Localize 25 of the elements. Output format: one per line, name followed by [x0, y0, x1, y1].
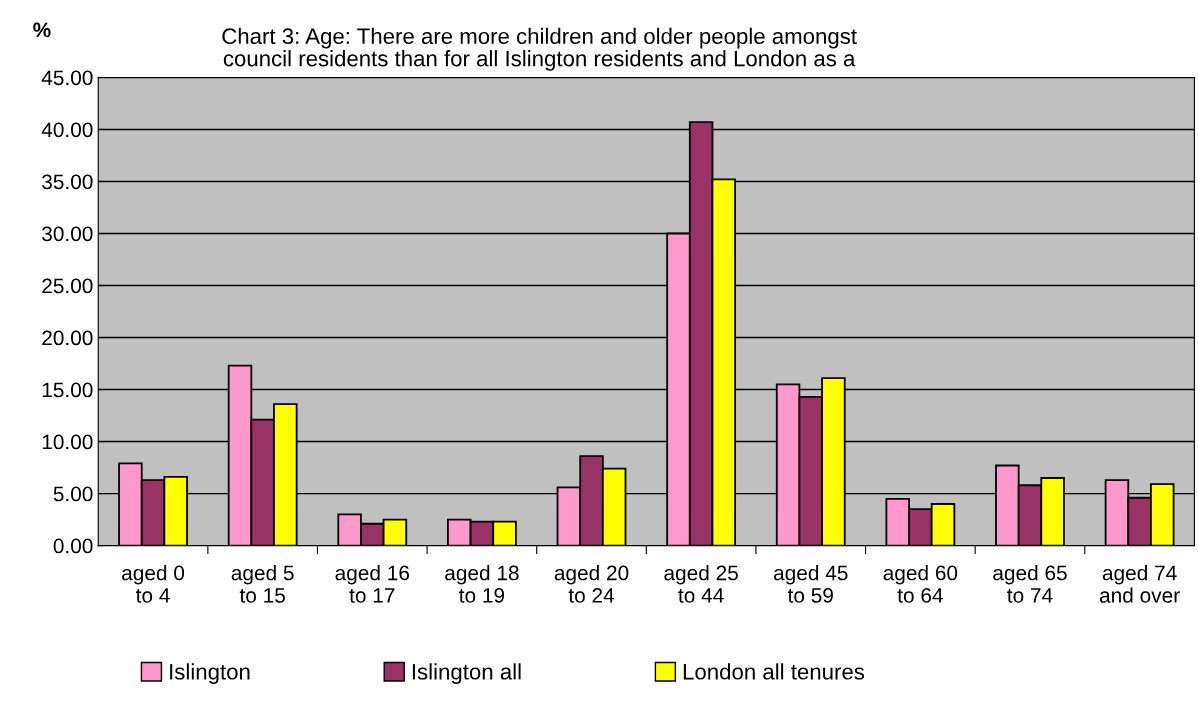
y-tick-label: 15.00 — [42, 382, 93, 398]
x-tick-label: aged 65 to 74 — [993, 565, 1067, 603]
y-tick-label: 30.00 — [42, 226, 93, 242]
legend-label: Islington — [170, 663, 250, 684]
x-tick-label: aged 5 to 15 — [231, 565, 294, 603]
chart-title: Chart 3: Age: There are more children and older people amongst council residents than for all Islington residents and London as a — [222, 27, 857, 71]
x-tick-label: aged 0 to 4 — [122, 565, 185, 603]
y-tick-label: 5.00 — [53, 486, 93, 502]
y-tick-label: 35.00 — [42, 174, 93, 190]
y-tick-label: 0.00 — [53, 538, 93, 554]
x-tick-label: aged 25 to 44 — [664, 565, 738, 603]
y-tick-label: 20.00 — [42, 330, 93, 346]
legend-label: London all tenures — [683, 663, 865, 680]
y-tick-label: 10.00 — [42, 434, 93, 450]
x-tick-label: aged 18 to 19 — [445, 565, 519, 603]
x-tick-label: aged 16 to 17 — [335, 565, 410, 603]
y-tick-label: 25.00 — [42, 278, 93, 294]
x-tick-label: aged 45 to 59 — [773, 565, 848, 603]
y-tick-label: 45.00 — [41, 70, 93, 86]
y-axis-title: % — [33, 22, 51, 38]
legend-label: Islington all — [412, 663, 521, 684]
x-tick-label: aged 20 to 24 — [554, 565, 629, 603]
x-tick-label: aged 74 and over — [1099, 565, 1180, 603]
y-tick-label: 40.00 — [41, 122, 93, 138]
x-tick-label: aged 60 to 64 — [883, 565, 958, 603]
